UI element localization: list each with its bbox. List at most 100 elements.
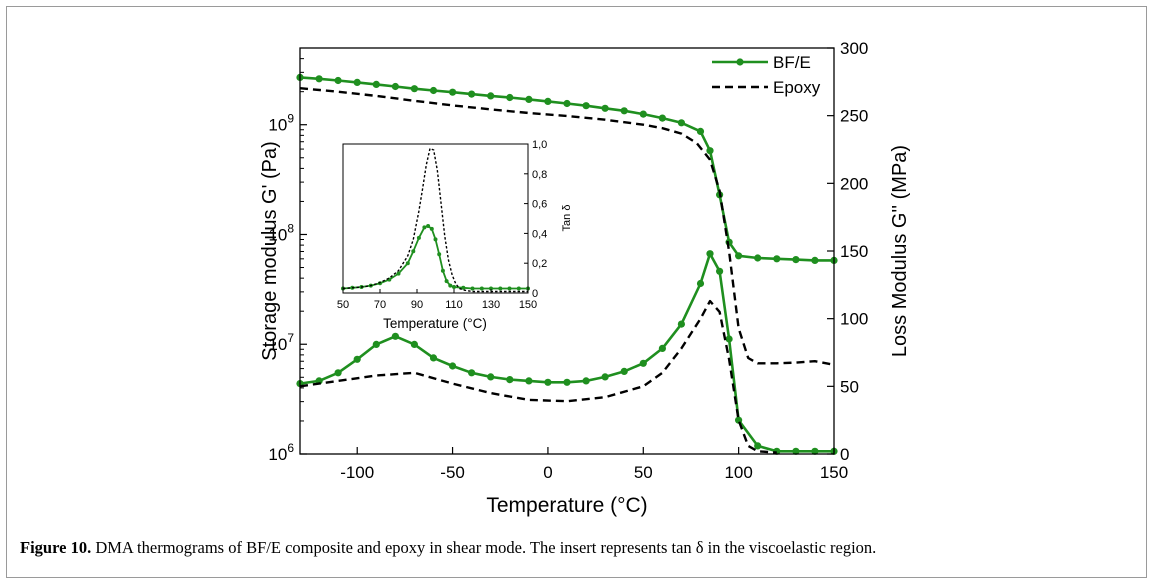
data-point-bfe-left	[487, 92, 495, 100]
data-point-bfe-left	[449, 88, 457, 96]
inset-data-point-bfe	[507, 286, 512, 291]
series-line-epoxy-right	[299, 299, 777, 454]
data-point-bfe-right	[429, 354, 438, 362]
y-left-tick-label: 107	[268, 331, 294, 354]
inset-data-point-bfe	[516, 286, 521, 291]
inset-data-point-bfe	[489, 286, 493, 291]
data-point-bfe-left	[468, 90, 476, 98]
legend-bfe-label: BF/E	[773, 53, 811, 72]
inset-data-point-bfe	[422, 225, 427, 230]
data-point-bfe-right	[449, 362, 457, 370]
data-point-bfe-right	[563, 378, 571, 386]
data-point-bfe-left	[677, 119, 686, 127]
inset-y-tick-label: 0,4	[532, 228, 547, 240]
x-tick-label: 0	[543, 463, 552, 482]
data-point-bfe-right	[696, 279, 705, 288]
inset-data-point-bfe	[433, 237, 438, 242]
x-tick-label: 50	[634, 463, 653, 482]
inset-data-point-bfe	[498, 286, 503, 291]
data-point-bfe-right	[754, 442, 762, 450]
y-right-tick-label: 150	[840, 242, 868, 261]
inset-data-point-bfe	[470, 286, 475, 291]
data-point-bfe-right	[410, 340, 418, 348]
data-point-bfe-left	[754, 254, 762, 262]
inset-data-point-bfe	[405, 261, 410, 266]
inset-plot-frame	[342, 143, 529, 294]
y-right-tick-label: 0	[840, 445, 849, 464]
inset-data-point-bfe	[452, 285, 456, 289]
data-point-bfe-right	[620, 367, 628, 375]
data-point-bfe-left	[353, 78, 361, 86]
data-point-bfe-right	[677, 320, 686, 328]
data-point-bfe-right	[725, 335, 733, 343]
data-point-bfe-right	[525, 377, 533, 385]
data-point-bfe-right	[353, 355, 361, 363]
data-point-bfe-left	[334, 76, 342, 85]
data-point-bfe-right	[487, 373, 495, 381]
data-point-bfe-left	[620, 107, 628, 115]
y-right-tick-label: 100	[840, 310, 868, 329]
inset-data-point-bfe	[411, 249, 416, 254]
inset-background	[343, 144, 528, 293]
data-point-bfe-right	[601, 373, 609, 381]
data-point-bfe-right	[716, 267, 724, 275]
data-point-bfe-right	[468, 369, 476, 377]
series-line-epoxy-left	[299, 87, 835, 366]
inset-x-axis-label: Temperature (°C)	[383, 316, 487, 331]
y-left-tick-label: 108	[268, 221, 294, 244]
x-tick-label: 150	[820, 463, 848, 482]
data-point-bfe-left	[544, 97, 552, 105]
y-right-tick-label: 250	[840, 107, 868, 126]
inset-data-point-bfe	[440, 268, 445, 273]
data-point-bfe-left	[639, 110, 647, 118]
data-point-bfe-left	[792, 256, 800, 264]
data-point-bfe-right	[506, 376, 514, 384]
y-right-tick-label: 200	[840, 174, 868, 193]
y-left-tick-label: 109	[268, 112, 294, 135]
data-point-bfe-left	[315, 75, 323, 83]
inset-data-point-bfe	[396, 271, 401, 276]
inset-data-point-bfe	[448, 283, 453, 288]
data-point-bfe-right	[391, 332, 399, 340]
data-point-bfe-left	[372, 80, 380, 88]
data-point-bfe-left	[429, 86, 438, 95]
data-point-bfe-left	[525, 95, 533, 103]
inset-x-tick-label: 70	[374, 299, 386, 311]
inset-y-tick-label: 0,2	[532, 258, 547, 270]
data-point-bfe-right	[544, 378, 552, 386]
inset-data-point-bfe	[479, 286, 484, 291]
caption-text: DMA thermograms of BF/E composite and ep…	[95, 538, 877, 557]
inset-data-point-bfe	[437, 252, 442, 257]
figure-frame	[6, 6, 1147, 578]
x-axis-label: Temperature (°C)	[486, 494, 647, 517]
y-right-tick-label: 300	[840, 39, 868, 58]
data-point-bfe-left	[391, 82, 399, 91]
main-chart: -100 -50 0 50 100 150 106 107 108 109 0 50 100 150 200…	[259, 39, 911, 517]
inset-y-tick-label: 1,0	[532, 139, 547, 151]
inset-y-tick-label: 0,8	[532, 169, 547, 181]
inset-x-tick-label: 110	[445, 299, 463, 311]
data-point-bfe-right	[334, 369, 342, 377]
inset-data-point-bfe	[444, 279, 449, 284]
y-axis-right-label: Loss Modulus G'' (MPa)	[889, 145, 911, 357]
data-point-bfe-right	[658, 344, 667, 352]
data-point-bfe-right	[811, 447, 819, 455]
legend-bfe-marker	[736, 58, 744, 66]
data-point-bfe-left	[410, 85, 418, 93]
x-tick-label: 100	[724, 463, 752, 482]
data-point-bfe-left	[706, 147, 714, 155]
data-point-bfe-right	[706, 250, 714, 258]
caption-label: Figure 10.	[20, 538, 92, 557]
x-tick-label: -100	[340, 463, 374, 482]
data-point-bfe-left	[696, 127, 705, 135]
data-point-bfe-left	[735, 252, 743, 260]
data-point-bfe-left	[506, 93, 514, 102]
data-point-bfe-left	[811, 256, 819, 264]
x-tick-label: -50	[440, 463, 465, 482]
y-right-tick-label: 50	[840, 377, 859, 396]
data-point-bfe-left	[563, 99, 571, 108]
inset-x-tick-label: 130	[482, 299, 500, 311]
data-point-bfe-left	[658, 114, 667, 122]
